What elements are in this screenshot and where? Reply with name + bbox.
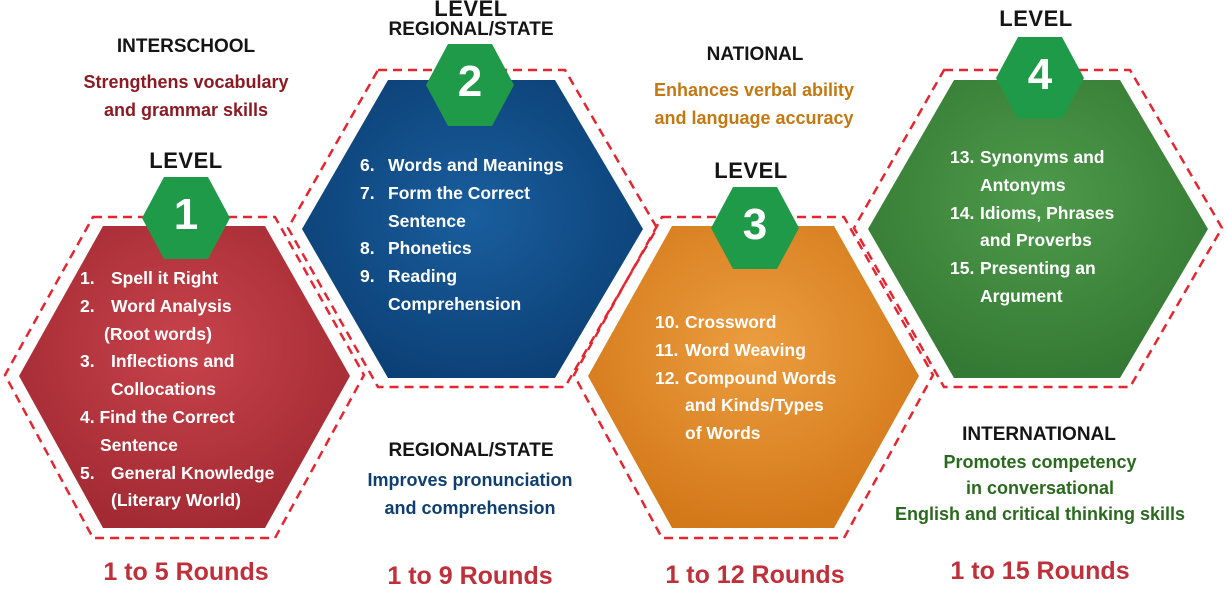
level-3-description: Enhances verbal ability and language acc…: [624, 76, 884, 132]
description-line: Improves pronunciation: [367, 470, 573, 490]
level-4-dashed-border: [852, 68, 1224, 389]
level-2-dashed-border: [286, 68, 659, 389]
list-item: Sentence: [388, 210, 466, 231]
level-4-description: Promotes competency in conversational En…: [880, 449, 1200, 527]
level-3-rounds: 1 to 12 Rounds: [665, 561, 845, 589]
level-2-hexagon: [302, 80, 643, 378]
level-2-description: Improves pronunciation and comprehension: [340, 466, 600, 522]
level-1-number: 1: [173, 190, 199, 239]
list-item: 9. Reading: [360, 266, 458, 287]
level-4-items: 13. Synonyms and Antonyms 14. Idioms, Phra…: [950, 144, 1190, 311]
level-1-badge: [142, 177, 230, 259]
list-item: and Proverbs: [980, 230, 1092, 251]
description-line: Strengthens vocabulary: [83, 72, 289, 92]
list-item: 12. Compound Words: [655, 367, 837, 388]
list-item: (Root words): [104, 323, 212, 344]
list-item: 15. Presenting an: [950, 258, 1096, 279]
level-3-label: LEVEL: [714, 158, 788, 183]
level-3-hexagon: [588, 226, 919, 528]
list-item: 13. Synonyms and: [950, 147, 1105, 167]
level-3-items: 10. Crossword 11. Word Weaving 12. Compound…: [655, 309, 895, 448]
level-3-badge: [711, 187, 799, 269]
description-line: English and critical thinking skills: [894, 504, 1186, 524]
level-4-tier: INTERNATIONAL: [962, 424, 1116, 445]
description-line: Enhances verbal ability: [653, 80, 855, 100]
level-3-number: 3: [742, 200, 768, 249]
list-item: Sentence: [100, 434, 178, 455]
level-1-description: Strengthens vocabulary and grammar skill…: [56, 68, 316, 124]
list-item: 2. Word Analysis: [80, 295, 232, 316]
list-item: 7. Form the Correct: [360, 182, 530, 203]
list-item: Antonyms: [980, 174, 1066, 195]
level-2-items: 6. Words and Meanings 7. Form the Correct …: [360, 152, 620, 319]
list-item: Collocations: [111, 379, 217, 400]
level-1-tier: INTERSCHOOL: [116, 36, 256, 57]
level-1-hexagon: [19, 226, 350, 528]
level-4-hexagon: [868, 80, 1208, 378]
description-line: and grammar skills: [103, 100, 269, 120]
level-4-number: 4: [1027, 50, 1053, 99]
level-4-rounds: 1 to 15 Rounds: [950, 557, 1130, 585]
level-4-label: LEVEL: [999, 6, 1073, 31]
description-line: in conversational: [965, 478, 1115, 498]
list-item: 11. Word Weaving: [655, 339, 806, 360]
list-item: Comprehension: [388, 293, 522, 314]
level-2-number: 2: [457, 57, 483, 106]
list-item: Argument: [980, 285, 1063, 306]
list-item: and Kinds/Types: [685, 395, 824, 416]
level-2-label: LEVEL: [434, 0, 508, 21]
level-3-dashed-border: [572, 215, 935, 540]
list-item: 4. Find the Correct: [80, 406, 235, 427]
list-item: 8. Phonetics: [360, 238, 472, 259]
level-1-label: LEVEL: [149, 148, 223, 173]
level-1-dashed-border: [3, 215, 366, 540]
level-1-rounds: 1 to 5 Rounds: [103, 558, 269, 586]
description-line: Promotes competency: [943, 452, 1137, 472]
level-3-tier: NATIONAL: [706, 44, 804, 65]
list-item: (Literary World): [111, 490, 241, 511]
list-item: 10. Crossword: [655, 312, 777, 332]
list-item: 6. Words and Meanings: [360, 155, 564, 175]
description-line: and language accuracy: [654, 108, 854, 128]
list-item: 3. Inflections and: [80, 351, 235, 372]
level-2-rounds: 1 to 9 Rounds: [387, 562, 553, 589]
list-item: 1. Spell it Right: [80, 268, 218, 288]
list-item: 5. General Knowledge: [80, 462, 275, 483]
level-2-badge: [426, 44, 514, 126]
description-line: and comprehension: [384, 498, 556, 518]
level-2-tier-top: REGIONAL/STATE: [388, 19, 554, 40]
list-item: of Words: [685, 423, 761, 444]
level-1-items: 1. Spell it Right 2. Word Analysis (Root w…: [80, 265, 320, 515]
list-item: 14. Idioms, Phrases: [950, 202, 1115, 223]
level-4-badge: [996, 37, 1084, 119]
level-2-tier: REGIONAL/STATE: [388, 440, 554, 461]
